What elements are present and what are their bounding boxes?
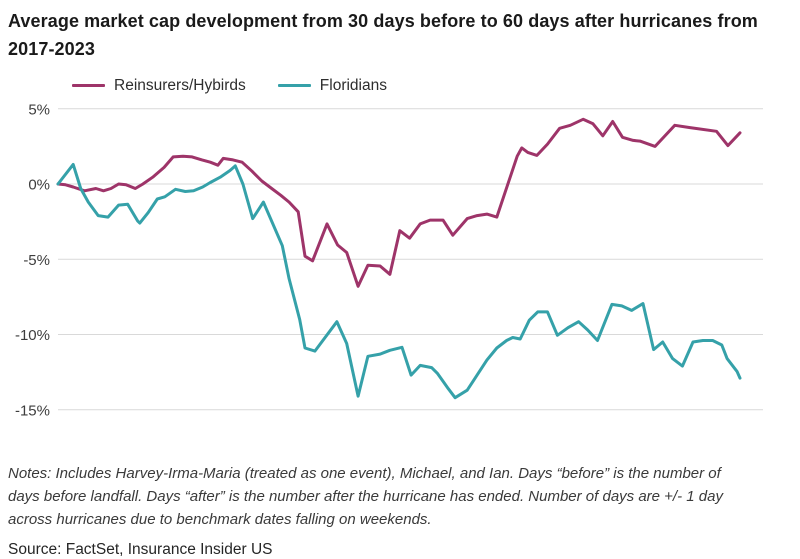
chart-legend: Reinsurers/Hybirds Floridians [72,77,800,95]
chart-title: Average market cap development from 30 d… [8,11,758,59]
y-axis-tick-label: -10% [15,327,50,344]
chart-source: Source: FactSet, Insurance Insider US [8,540,273,558]
legend-item-floridians: Floridians [277,76,387,95]
chart-area: 5% 0% -5% -10% -15% [0,98,800,435]
series-line-reinsurers-hybirds [56,117,742,288]
series-line-floridians [56,162,742,399]
legend-label-reinsurers: Reinsurers/Hybirds [114,76,246,94]
y-axis-tick-label: 0% [28,176,50,193]
reinsurers-line-swatch [72,84,105,88]
legend-item-reinsurers: Reinsurers/Hybirds [72,77,246,95]
chart-notes: Notes: Includes Harvey-Irma-Maria (treat… [8,464,723,529]
floridians-line-swatch [277,84,311,88]
line-chart-svg: 5% 0% -5% -10% -15% [15,101,763,419]
y-axis-tick-label: -15% [15,402,50,419]
legend-label-floridians: Floridians [319,76,387,94]
y-axis-tick-label: -5% [23,252,50,269]
y-axis-tick-label: 5% [28,101,50,118]
